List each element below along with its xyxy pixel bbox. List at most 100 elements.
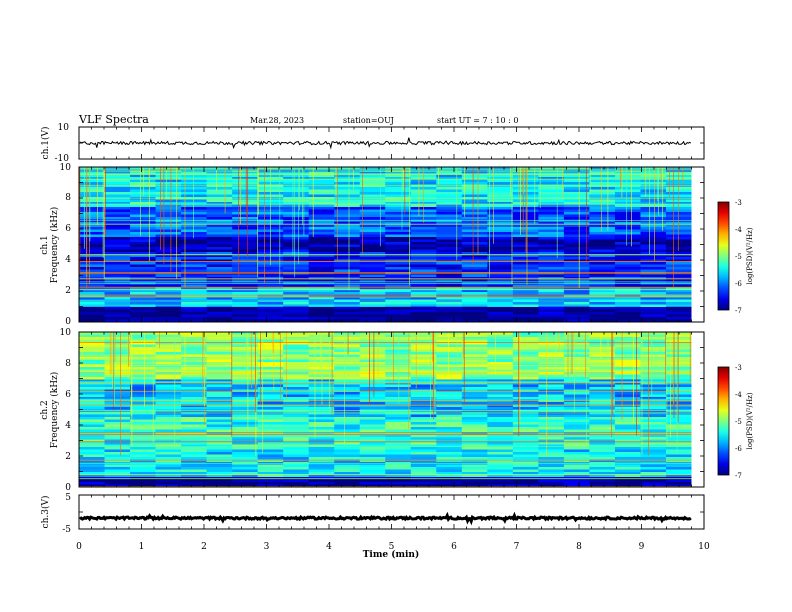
spectrogram-cell	[538, 397, 565, 400]
spectrogram-cell	[436, 474, 463, 478]
spectrogram-cell	[334, 182, 361, 185]
spectrogram-cell	[640, 257, 667, 260]
spectrogram-cell	[359, 449, 386, 453]
spectrogram-cell	[206, 342, 233, 345]
spectrogram-cell	[640, 434, 667, 438]
spectrogram-cell	[538, 434, 565, 438]
spectrogram-cell	[334, 174, 361, 178]
spectrogram-cell	[104, 304, 131, 308]
spectrogram-cell	[461, 279, 488, 283]
spectrogram-cell	[385, 207, 412, 210]
spectrogram-cell	[257, 404, 284, 408]
spectrogram-cell	[283, 214, 310, 218]
spectrogram-cell	[410, 224, 437, 228]
spectrogram-cell	[232, 222, 259, 225]
spectrogram-cell	[461, 352, 488, 355]
spectrogram-cell	[410, 484, 437, 488]
spectrogram-cell	[563, 309, 590, 313]
spectrogram-cell	[436, 417, 463, 420]
spectrogram-cell	[589, 269, 616, 273]
spectrogram-cell	[614, 294, 641, 298]
spectrogram-cell	[283, 289, 310, 293]
spectrogram-cell	[130, 452, 156, 455]
spectrogram-cell	[614, 259, 641, 263]
spectrogram-cell	[130, 434, 156, 438]
spectrogram-cell	[283, 232, 310, 235]
spectrogram-cell	[181, 269, 207, 273]
spectrogram-cell	[461, 344, 488, 348]
spectrogram-cell	[461, 454, 488, 458]
spectrogram-cell	[359, 359, 386, 363]
spectrogram-cell	[257, 389, 284, 393]
spectrogram-cell	[512, 427, 539, 430]
spectrogram-cell	[79, 319, 105, 323]
spectrogram-cell	[410, 359, 437, 363]
spectrogram-cell	[614, 314, 641, 318]
spectrogram-cell	[104, 312, 131, 315]
spectrogram-cell	[487, 334, 514, 338]
spectrogram-cell	[257, 332, 284, 335]
spectrogram-cell	[232, 212, 259, 215]
spectrogram-cell	[563, 334, 590, 338]
spectrogram-cell	[589, 457, 616, 460]
spectrogram-cell	[589, 187, 616, 190]
spectrogram-cell	[640, 314, 667, 318]
spectrogram-cell	[130, 472, 156, 475]
spectrogram-cell	[283, 349, 310, 353]
spectrogram-cell	[614, 454, 641, 458]
spectrogram-cell	[104, 382, 131, 385]
spectrogram-cell	[512, 442, 539, 445]
spectrogram-cell	[79, 169, 105, 173]
spectrogram-cell	[359, 252, 386, 255]
spectrogram-cell	[614, 252, 641, 255]
spectrogram-cell	[206, 444, 233, 448]
spectrogram-cell	[232, 274, 259, 278]
spectrogram-cell	[308, 179, 335, 183]
spectrogram-cell	[104, 207, 131, 210]
spectrogram-cell	[512, 307, 539, 310]
spectrogram-cell	[461, 317, 488, 320]
station-label: station=OUJ	[343, 116, 394, 125]
spectrogram-cell	[181, 304, 207, 308]
spectrogram-cell	[563, 227, 590, 230]
spectrogram-cell	[104, 442, 131, 445]
spectrogram-cell	[104, 174, 131, 178]
time-tick-label: 1	[139, 542, 145, 552]
spectrogram-cell	[308, 177, 335, 180]
spectrogram-cell	[589, 367, 616, 370]
spectrogram-cell	[359, 342, 386, 345]
spectrogram-cell	[410, 367, 437, 370]
spectrogram-cell	[614, 284, 641, 288]
spectrogram-cell	[385, 254, 412, 258]
spectrogram-cell	[232, 182, 259, 185]
spectrogram-cell	[385, 242, 412, 245]
spectrogram-cell	[308, 289, 335, 293]
spectrogram-cell	[665, 442, 692, 445]
spectrogram-cell	[130, 199, 156, 203]
spectrogram-cell	[104, 202, 131, 205]
spectrogram-cell	[487, 289, 514, 293]
spectrogram-cell	[232, 382, 259, 385]
spectrogram-cell	[283, 242, 310, 245]
spectrogram-cell	[563, 207, 590, 210]
spectrogram-cell	[308, 249, 335, 253]
spectrogram-cell	[614, 247, 641, 250]
spectrogram-cell	[283, 319, 310, 323]
spectrogram-cell	[640, 269, 667, 273]
spectrogram-cell	[538, 169, 565, 173]
spectrogram-cell	[130, 459, 156, 463]
spectrogram-cell	[640, 192, 667, 195]
spectrogram-cell	[206, 194, 233, 198]
spectrogram-cell	[206, 237, 233, 240]
spectrogram-cell	[461, 332, 488, 335]
spectrogram-cell	[538, 234, 565, 238]
spectrogram-cell	[308, 214, 335, 218]
spectrogram-cell	[614, 229, 641, 233]
spectrogram-cell	[155, 182, 182, 185]
spectrogram-cell	[232, 234, 259, 238]
spectrogram-cell	[104, 267, 131, 270]
spectrogram-cell	[436, 249, 463, 253]
spectrogram-cell	[487, 209, 514, 213]
spectrogram-cell	[589, 309, 616, 313]
spectrogram-cell	[563, 424, 590, 428]
